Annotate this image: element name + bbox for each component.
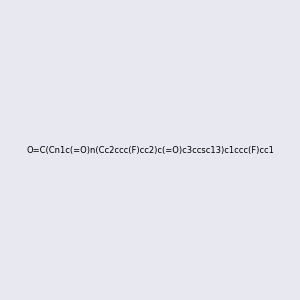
Text: O=C(Cn1c(=O)n(Cc2ccc(F)cc2)c(=O)c3ccsc13)c1ccc(F)cc1: O=C(Cn1c(=O)n(Cc2ccc(F)cc2)c(=O)c3ccsc13… [26, 146, 274, 154]
